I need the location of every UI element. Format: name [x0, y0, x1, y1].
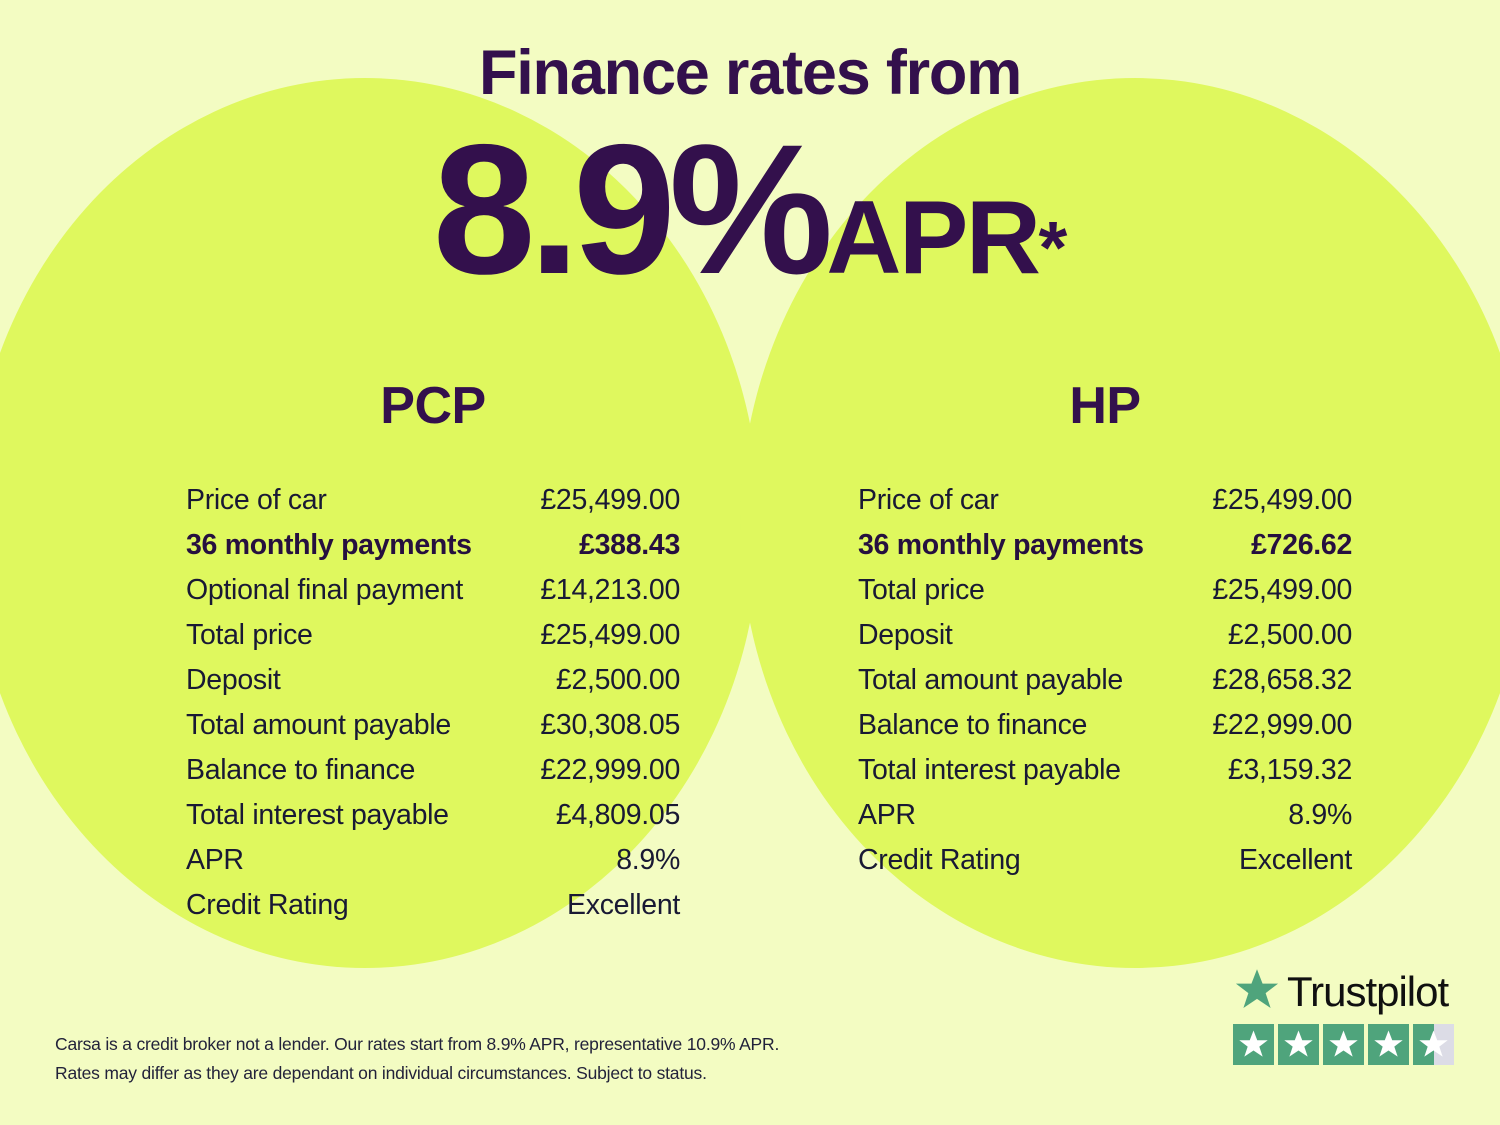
- table-row: Balance to finance £22,999.00: [858, 703, 1352, 748]
- row-value: £2,500.00: [555, 664, 680, 696]
- row-value: 8.9%: [616, 844, 680, 876]
- rating-star-icon: [1278, 1024, 1319, 1065]
- row-label: Total price: [858, 574, 985, 606]
- table-row: Credit Rating Excellent: [858, 838, 1352, 883]
- rating-star-half-icon: [1413, 1024, 1454, 1065]
- background-circle-right: [740, 78, 1500, 968]
- row-label: Deposit: [186, 664, 281, 696]
- apr-footnote-asterisk: *: [1038, 206, 1068, 289]
- apr-rate-value: 8.9%: [432, 107, 834, 313]
- row-label: Total amount payable: [858, 664, 1123, 696]
- row-value: £388.43: [579, 529, 680, 561]
- row-label: Total amount payable: [186, 709, 451, 741]
- plan-table-pcp: PCP Price of car £25,499.00 36 monthly p…: [186, 380, 680, 928]
- table-row: Price of car £25,499.00: [186, 478, 680, 523]
- row-label: Balance to finance: [858, 709, 1088, 741]
- legal-disclaimer: Carsa is a credit broker not a lender. O…: [55, 1030, 855, 1088]
- row-value: £726.62: [1251, 529, 1352, 561]
- row-label: Deposit: [858, 619, 953, 651]
- row-value: £25,499.00: [1212, 484, 1352, 516]
- plan-table-hp: HP Price of car £25,499.00 36 monthly pa…: [858, 380, 1352, 883]
- disclaimer-line-1: Carsa is a credit broker not a lender. O…: [55, 1034, 780, 1054]
- row-value: Excellent: [1239, 844, 1352, 876]
- table-row: Optional final payment £14,213.00: [186, 568, 680, 613]
- trustpilot-badge[interactable]: Trustpilot: [1233, 966, 1455, 1065]
- table-row: APR 8.9%: [858, 793, 1352, 838]
- row-label: 36 monthly payments: [858, 529, 1144, 561]
- trustpilot-rating-stars: [1233, 1024, 1455, 1065]
- table-row: Deposit £2,500.00: [186, 658, 680, 703]
- row-value: Excellent: [567, 889, 680, 921]
- row-value: £22,999.00: [1212, 709, 1352, 741]
- table-row: APR 8.9%: [186, 838, 680, 883]
- plan-title-pcp: PCP: [380, 377, 486, 435]
- apr-headline: 8.9%APR*: [0, 118, 1500, 303]
- table-row: Total interest payable £4,809.05: [186, 793, 680, 838]
- table-row: Total interest payable £3,159.32: [858, 748, 1352, 793]
- row-value: £25,499.00: [540, 619, 680, 651]
- apr-unit-label: APR: [826, 180, 1041, 296]
- row-label: Price of car: [858, 484, 999, 516]
- table-row: 36 monthly payments £726.62: [858, 523, 1352, 568]
- row-value: £28,658.32: [1212, 664, 1352, 696]
- row-label: 36 monthly payments: [186, 529, 472, 561]
- table-row: Total price £25,499.00: [858, 568, 1352, 613]
- row-label: Total price: [186, 619, 313, 651]
- plan-title-hp: HP: [1069, 377, 1141, 435]
- row-value: £25,499.00: [540, 484, 680, 516]
- row-value: £22,999.00: [540, 754, 680, 786]
- table-row: Price of car £25,499.00: [858, 478, 1352, 523]
- row-value: £2,500.00: [1227, 619, 1352, 651]
- row-value: 8.9%: [1288, 799, 1352, 831]
- trustpilot-wordmark: Trustpilot: [1233, 966, 1455, 1018]
- row-label: Total interest payable: [186, 799, 449, 831]
- row-value: £14,213.00: [540, 574, 680, 606]
- row-label: Credit Rating: [186, 889, 349, 921]
- page-title: Finance rates from: [478, 38, 1022, 108]
- row-label: Credit Rating: [858, 844, 1021, 876]
- rating-star-icon: [1323, 1024, 1364, 1065]
- table-row: Total amount payable £28,658.32: [858, 658, 1352, 703]
- trustpilot-name: Trustpilot: [1287, 968, 1449, 1015]
- row-value: £3,159.32: [1227, 754, 1352, 786]
- row-label: Price of car: [186, 484, 327, 516]
- table-row: Balance to finance £22,999.00: [186, 748, 680, 793]
- row-label: Optional final payment: [186, 574, 463, 606]
- table-row: Total amount payable £30,308.05: [186, 703, 680, 748]
- row-label: Balance to finance: [186, 754, 416, 786]
- trustpilot-star-icon: [1233, 967, 1281, 1018]
- row-label: APR: [186, 844, 244, 876]
- table-row: Deposit £2,500.00: [858, 613, 1352, 658]
- row-label: APR: [858, 799, 916, 831]
- table-row: 36 monthly payments £388.43: [186, 523, 680, 568]
- row-value: £4,809.05: [555, 799, 680, 831]
- background-circle-left: [0, 78, 760, 968]
- table-row: Total price £25,499.00: [186, 613, 680, 658]
- disclaimer-line-2: Rates may differ as they are dependant o…: [55, 1063, 707, 1083]
- row-label: Total interest payable: [858, 754, 1121, 786]
- row-value: £30,308.05: [540, 709, 680, 741]
- rating-star-icon: [1368, 1024, 1409, 1065]
- row-value: £25,499.00: [1212, 574, 1352, 606]
- table-row: Credit Rating Excellent: [186, 883, 680, 928]
- rating-star-icon: [1233, 1024, 1274, 1065]
